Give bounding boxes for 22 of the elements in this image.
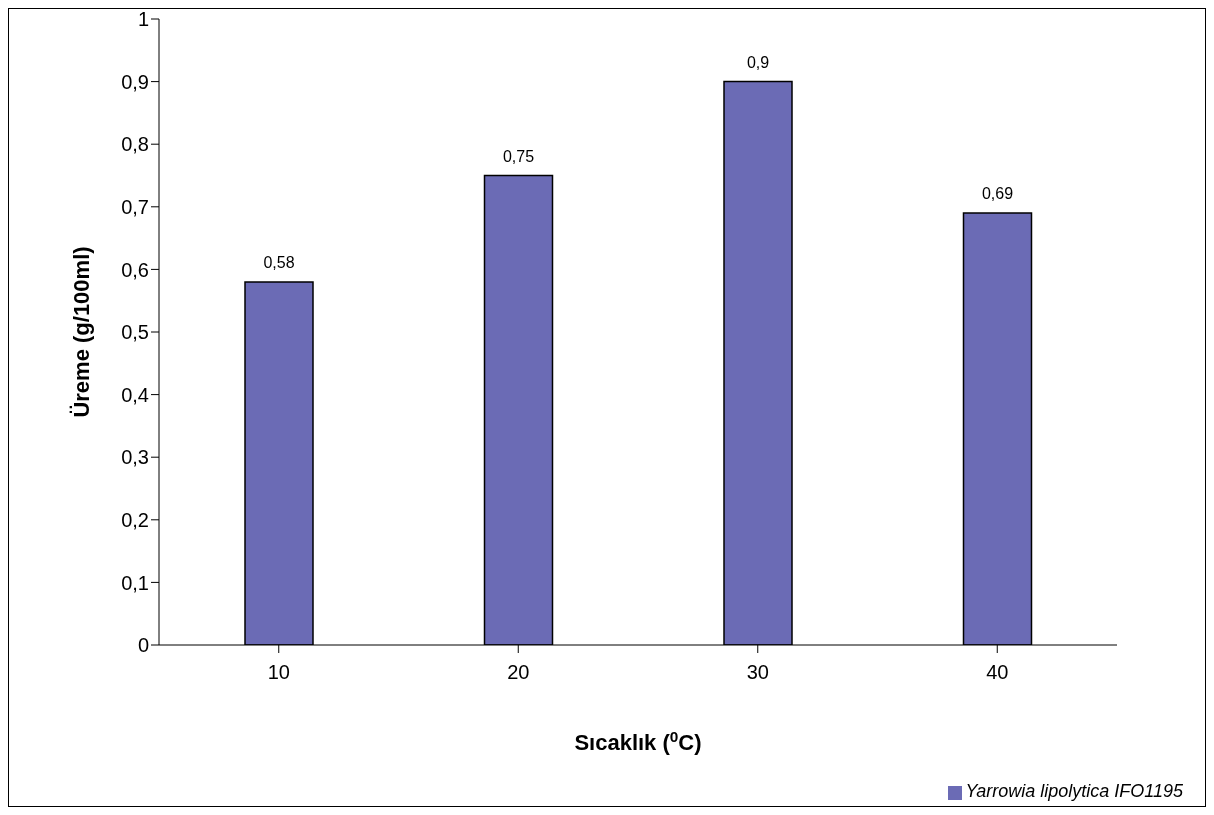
y-tick-label: 0 — [137, 634, 149, 657]
data-label: 0,9 — [746, 53, 770, 71]
x-axis-title: Sıcaklık ($^{0}$C) — [574, 727, 702, 755]
x-tick-label: 20 — [507, 661, 530, 684]
data-label: 0,69 — [981, 185, 1014, 203]
y-tick-label: 0,5 — [121, 321, 149, 344]
y-axis-title: Üreme (g/100ml) — [68, 246, 94, 418]
x-tick-label: 10 — [267, 661, 290, 684]
data-label: 0,58 — [263, 253, 295, 271]
y-tick-label: 0,2 — [121, 508, 149, 531]
y-tick-label: 0,9 — [121, 70, 149, 93]
y-tick-label: 0,8 — [121, 133, 149, 156]
y-tick-label: 1 — [137, 8, 149, 31]
data-label: 0,75 — [502, 147, 535, 165]
y-tick-label: 0,6 — [121, 258, 149, 281]
legend-label: Yarrowia lipolytica IFO1195 — [965, 781, 1183, 801]
x-tick-label: 30 — [746, 661, 769, 684]
y-tick-label: 0,3 — [121, 446, 149, 469]
y-tick-label: 0,1 — [121, 571, 149, 594]
y-tick-label: 0,7 — [121, 195, 149, 218]
y-tick-label: 0,4 — [121, 383, 149, 406]
x-tick-label: 40 — [986, 661, 1009, 684]
